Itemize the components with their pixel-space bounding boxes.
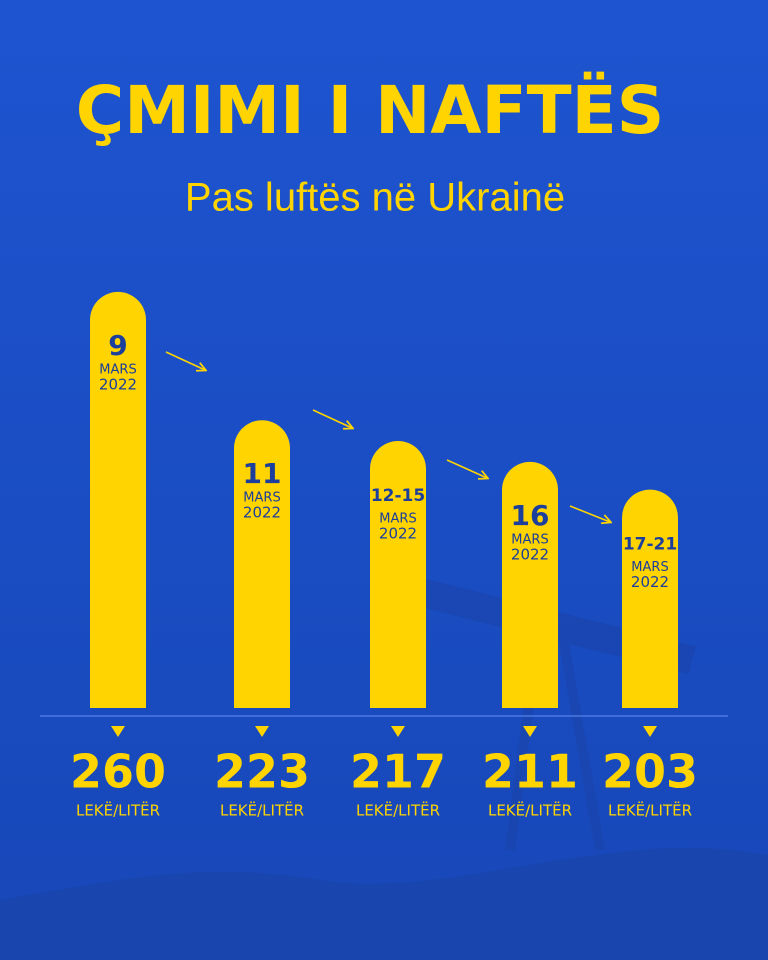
arrow <box>312 409 352 428</box>
date-year: 2022 <box>631 573 669 591</box>
date-day: 17-21 <box>623 535 677 555</box>
value-label: 260 <box>70 745 166 799</box>
pointer <box>391 726 405 737</box>
date-day: 16 <box>511 499 550 532</box>
date-year: 2022 <box>379 525 417 543</box>
date-month: MARS <box>99 362 136 377</box>
pointer <box>111 726 125 737</box>
unit-label: LEKË/LITËR <box>608 801 692 820</box>
date-year: 2022 <box>243 504 281 522</box>
date-day: 11 <box>243 457 282 490</box>
bar <box>502 461 558 708</box>
unit-label: LEKË/LITËR <box>356 801 440 820</box>
unit-label: LEKË/LITËR <box>220 801 304 820</box>
date-day: 12-15 <box>371 486 425 506</box>
value-label: 217 <box>350 745 446 799</box>
bar <box>370 441 426 708</box>
landscape <box>0 847 768 960</box>
date-month: MARS <box>243 491 280 506</box>
date-year: 2022 <box>511 545 549 563</box>
pointer <box>255 726 269 737</box>
bar <box>622 489 678 708</box>
date-day: 9 <box>108 329 127 362</box>
bar <box>90 291 146 708</box>
chart-title: ÇMIMI I NAFTËS <box>76 72 664 149</box>
value-label: 203 <box>602 745 698 799</box>
chart-subtitle: Pas luftës në Ukrainë <box>185 176 565 220</box>
arrow <box>569 505 610 522</box>
pointer <box>523 726 537 737</box>
date-month: MARS <box>379 512 416 527</box>
value-label: 211 <box>482 745 578 799</box>
bar <box>234 420 290 708</box>
arrow <box>446 459 487 478</box>
unit-label: LEKË/LITËR <box>76 801 160 820</box>
date-year: 2022 <box>99 375 137 393</box>
arrows <box>165 351 610 522</box>
pointer <box>643 726 657 737</box>
unit-label: LEKË/LITËR <box>488 801 572 820</box>
value-label: 223 <box>214 745 310 799</box>
arrow <box>165 351 205 370</box>
date-month: MARS <box>631 560 668 575</box>
date-month: MARS <box>511 532 548 547</box>
